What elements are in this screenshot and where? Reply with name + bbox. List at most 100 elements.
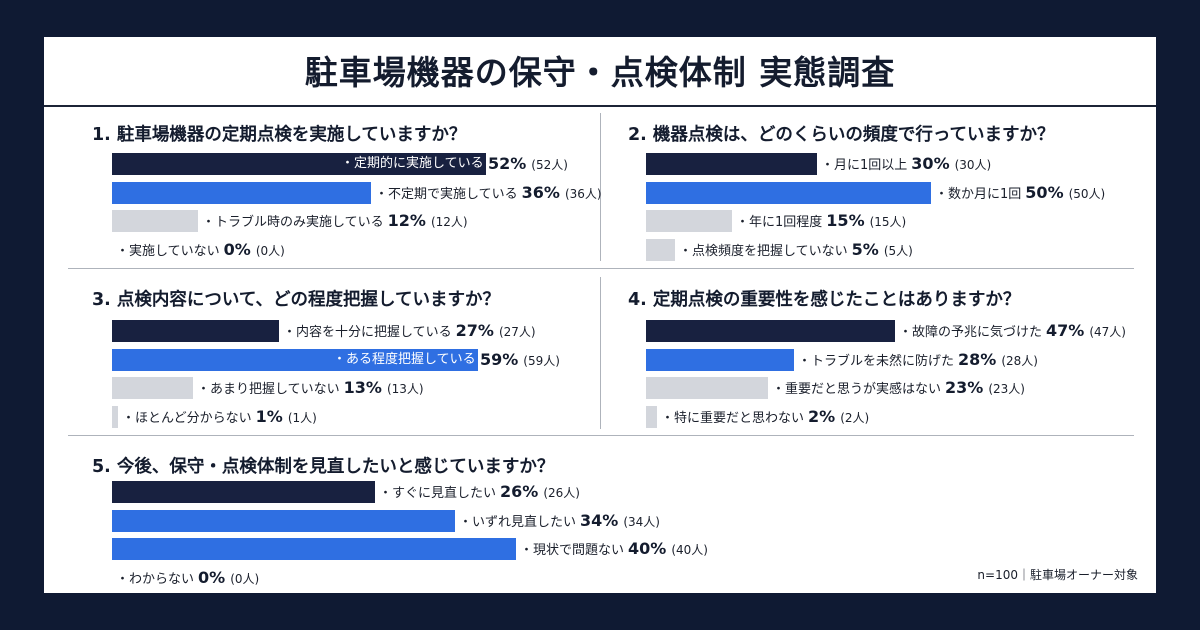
count-label: (27人): [498, 325, 536, 339]
category-label: わからない: [129, 571, 195, 587]
bar-row: ・トラブル時のみ実施している 12% (12人): [112, 210, 1052, 232]
bullet-icon: ・: [821, 158, 835, 173]
percent-label: 50%: [1025, 182, 1064, 202]
bar-label: 59% (59人): [478, 349, 560, 371]
bar-row: ・ほとんど分からない 1% (1人): [112, 405, 952, 428]
bar-row: ・いずれ見直したい 34% (34人): [112, 509, 1200, 532]
category-label: ある程度把握している: [346, 351, 476, 367]
bar-row: ・重要だと思うが実感はない 23% (23人): [646, 377, 1200, 399]
percent-label: 27%: [455, 321, 494, 340]
category-label: 不定期で実施している: [388, 186, 518, 202]
bar-row: ・年に1回程度 15% (15人): [646, 210, 1200, 232]
count-label: (34人): [623, 514, 660, 529]
bar: [646, 153, 817, 175]
bar-row: ・特に重要だと思わない 2% (2人): [646, 405, 1200, 428]
bar-label: ・あまり把握していない 13% (13人): [197, 377, 424, 399]
percent-label: 47%: [1046, 321, 1085, 340]
count-label: (13人): [386, 382, 424, 396]
row-divider-2: [68, 435, 1134, 436]
bullet-icon: ・: [375, 186, 389, 202]
bar: [112, 210, 198, 232]
bullet-icon: ・: [202, 215, 216, 230]
count-label: (40人): [671, 543, 708, 557]
category-label: 点検頻度を把握していない: [692, 243, 848, 259]
category-label: 定期的に実施している: [354, 156, 484, 171]
count-label: (1人): [287, 410, 317, 425]
count-label: (26人): [543, 486, 580, 500]
count-label: (0人): [255, 243, 285, 258]
bar-label: ・内容を十分に把握している 27% (27人): [283, 320, 536, 342]
percent-label: 59%: [480, 349, 519, 369]
bar: [112, 377, 193, 399]
bar-row: ・内容を十分に把握している 27% (27人): [112, 320, 952, 342]
count-label: (5人): [883, 243, 913, 258]
bullet-icon: ・: [772, 382, 786, 397]
count-label: (23人): [988, 382, 1025, 396]
bar-label: ・故障の予兆に気づけた 47% (47人): [899, 320, 1126, 342]
bullet-icon: ・: [935, 186, 949, 202]
bullet-icon: ・: [122, 410, 136, 426]
count-label: (2人): [840, 410, 870, 425]
category-label: 実施していない: [129, 243, 220, 259]
question-title: 1. 駐車場機器の定期点検を実施していますか？: [92, 125, 467, 145]
bullet-icon: ・: [798, 353, 812, 369]
count-label: (36人): [564, 186, 602, 201]
count-label: (12人): [430, 215, 468, 229]
percent-label: 23%: [945, 378, 984, 397]
bar-inner-label: ・定期的に実施している: [341, 153, 484, 175]
bar-label: ・トラブルを未然に防げた 28% (28人): [798, 349, 1038, 371]
category-label: 年に1回程度: [749, 215, 823, 230]
bar-label: ・月に1回以上 30% (30人): [821, 153, 991, 175]
bar-row: ・点検頻度を把握していない 5% (5人): [646, 238, 1200, 261]
percent-label: 2%: [808, 406, 836, 426]
question-title: 5. 今後、保守・点検体制を見直したいと感じていますか？: [92, 457, 555, 477]
column-divider-1: [600, 113, 601, 261]
count-label: (59人): [523, 353, 560, 368]
bar: [112, 320, 279, 342]
count-label: (30人): [954, 158, 992, 172]
bar-row: ・故障の予兆に気づけた 47% (47人): [646, 320, 1200, 342]
percent-label: 34%: [580, 510, 619, 530]
bar-label: ・不定期で実施している 36% (36人): [375, 182, 602, 204]
count-label: (28人): [1001, 353, 1038, 368]
bar-row: ・定期的に実施している 52% (52人): [112, 153, 1052, 175]
bar: [112, 181, 371, 204]
percent-label: 15%: [826, 211, 865, 230]
percent-label: 0%: [223, 239, 251, 259]
bar-row: ・不定期で実施している 36% (36人): [112, 181, 1052, 204]
bar-label: ・年に1回程度 15% (15人): [736, 210, 906, 232]
bullet-icon: ・: [197, 382, 211, 397]
category-label: 現状で問題ない: [533, 543, 625, 558]
bar: [646, 238, 675, 261]
percent-label: 52%: [488, 154, 527, 173]
bar: [646, 320, 895, 342]
bar-row: ・月に1回以上 30% (30人): [646, 153, 1200, 175]
category-label: 故障の予兆に気づけた: [912, 325, 1043, 340]
percent-label: 13%: [343, 378, 382, 397]
question-title: 2. 機器点検は、どのくらいの頻度で行っていますか？: [628, 125, 1055, 145]
category-label: ほとんど分からない: [135, 410, 252, 426]
bar-row: ・トラブルを未然に防げた 28% (28人): [646, 348, 1200, 371]
percent-label: 36%: [521, 182, 560, 202]
category-label: 数か月に1回: [948, 186, 1022, 202]
percent-label: 40%: [628, 539, 667, 558]
percent-label: 26%: [500, 482, 539, 501]
bar-row: ・ある程度把握している 59% (59人): [112, 348, 952, 371]
bullet-icon: ・: [116, 243, 130, 259]
bar-label: 52% (52人): [486, 153, 568, 175]
category-label: 特に重要だと思わない: [674, 410, 805, 426]
column-divider-2: [600, 277, 601, 429]
bar-label: ・トラブル時のみ実施している 12% (12人): [202, 210, 468, 232]
category-label: あまり把握していない: [210, 382, 340, 397]
bar-label: ・特に重要だと思わない 2% (2人): [661, 406, 869, 428]
bar-inner-label: ・ある程度把握している: [333, 349, 476, 371]
bullet-icon: ・: [459, 514, 473, 530]
category-label: すぐに見直したい: [392, 486, 497, 501]
bullet-icon: ・: [520, 543, 534, 558]
bar-row: ・現状で問題ない 40% (40人): [112, 538, 1200, 560]
bar-label: ・点検頻度を把握していない 5% (5人): [679, 239, 913, 261]
bar: [646, 405, 657, 428]
category-label: トラブル時のみ実施している: [215, 215, 384, 230]
percent-label: 28%: [958, 349, 997, 369]
question-title: 4. 定期点検の重要性を感じたことはありますか？: [628, 290, 1021, 310]
